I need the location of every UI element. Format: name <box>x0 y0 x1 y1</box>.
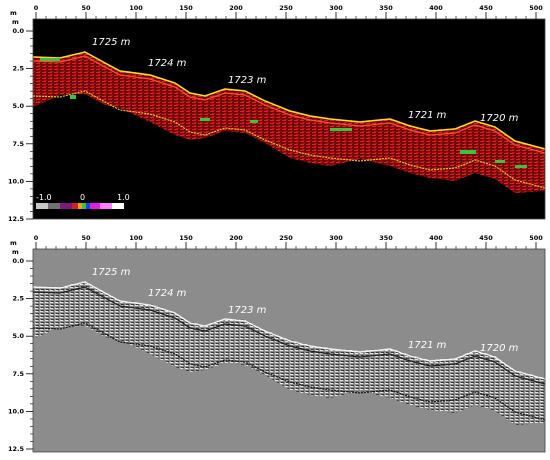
x-tick-label: 100 <box>129 234 143 242</box>
axes: mm 0 50 100 150 200 250 300 350 400 450 500 0.0 2.5 5.… <box>8 234 546 453</box>
y-unit-label: m <box>12 18 19 26</box>
y-tick-label: 0.0 <box>12 27 24 35</box>
x-unit-label: m <box>10 239 17 247</box>
radar-body <box>33 281 545 425</box>
y-tick-label: 7.5 <box>12 140 24 148</box>
elevation-label: 1721 m <box>408 340 447 351</box>
elevation-label: 1720 m <box>480 343 519 354</box>
radargram-grayscale-panel: 1725 m 1724 m 1723 m 1721 m 1720 m m m 0 50… <box>0 230 550 456</box>
colorbar-max-label: 1.0 <box>117 193 130 202</box>
colorbar-swatch <box>100 203 112 209</box>
x-tick-label: 350 <box>379 234 393 242</box>
colorbar-swatch <box>78 203 82 209</box>
x-tick-label: 0 <box>34 234 39 242</box>
x-tick-label: 400 <box>429 4 443 12</box>
green-speckle <box>40 58 60 61</box>
x-unit-label: m <box>10 9 17 17</box>
elevation-label: 1725 m <box>92 267 131 278</box>
elevation-label: 1720 m <box>480 113 519 124</box>
x-tick-label: 0 <box>34 4 39 12</box>
y-tick-label: 12.5 <box>8 215 25 223</box>
plot-frame <box>32 18 546 220</box>
elevation-label: 1724 m <box>148 288 187 299</box>
elevation-label: 1724 m <box>148 58 187 69</box>
surface-reflector <box>33 51 545 150</box>
radargram-color-panel: -1.0 0 1.0 1725 m 1724 m 1723 m 1721 m 1… <box>0 0 550 224</box>
green-speckle <box>495 160 505 163</box>
x-tick-label: 150 <box>179 4 193 12</box>
x-tick-label: 200 <box>229 234 243 242</box>
y-unit-label: m <box>12 248 19 256</box>
plot-frame <box>32 248 546 453</box>
surface-reflector-secondary <box>33 286 545 385</box>
reflection-band <box>33 51 545 193</box>
elevation-label: 1723 m <box>228 305 267 316</box>
y-tick-label: 10.0 <box>8 177 25 185</box>
y-tick-label: 5.0 <box>12 102 24 110</box>
radargram-grayscale-svg: 1725 m 1724 m 1723 m 1721 m 1720 m mm 0 50… <box>8 234 546 453</box>
y-tick-label: 12.5 <box>8 445 25 453</box>
green-speckle <box>70 95 76 99</box>
base-reflector <box>33 322 545 421</box>
x-tick-label: 100 <box>129 4 143 12</box>
y-tick-label: 2.5 <box>12 295 24 303</box>
x-tick-label: 250 <box>279 234 293 242</box>
y-tick-label: 7.5 <box>12 370 24 378</box>
x-tick-label: 400 <box>429 234 443 242</box>
surface-reflector-secondary <box>33 55 545 154</box>
axes: mm 0 50 100 150 200 250 300 350 400 450 500 0.0 2.5 5.… <box>8 4 546 223</box>
colorbar-swatch <box>60 203 72 209</box>
x-tick-label: 300 <box>329 4 343 12</box>
reflection-band <box>33 281 545 425</box>
green-speckles <box>40 58 527 168</box>
radar-body <box>33 51 545 193</box>
x-tick-label: 50 <box>81 4 91 12</box>
green-speckle <box>200 118 210 121</box>
green-speckle <box>460 150 476 154</box>
colorbar-swatch <box>36 203 48 209</box>
y-tick-label: 0.0 <box>12 257 24 265</box>
y-tick-label: 2.5 <box>12 65 24 73</box>
colorbar-swatch <box>48 203 60 209</box>
colorbar-swatch <box>82 203 86 209</box>
x-tick-label: 300 <box>329 234 343 242</box>
green-speckle <box>250 120 258 123</box>
x-tick-label: 500 <box>529 4 543 12</box>
colorbar: -1.0 0 1.0 <box>36 193 130 209</box>
elevation-label: 1723 m <box>228 75 267 86</box>
x-tick-label: 200 <box>229 4 243 12</box>
colorbar-mid-label: 0 <box>80 193 85 202</box>
radargram-color-svg: -1.0 0 1.0 1725 m 1724 m 1723 m 1721 m 1… <box>8 4 546 223</box>
colorbar-swatch <box>86 203 90 209</box>
green-speckle <box>330 128 352 131</box>
elevation-label: 1725 m <box>92 37 131 48</box>
green-speckle <box>515 165 527 168</box>
colorbar-swatch <box>72 203 78 209</box>
x-tick-label: 150 <box>179 234 193 242</box>
x-tick-label: 450 <box>479 4 493 12</box>
x-tick-label: 250 <box>279 4 293 12</box>
colorbar-swatch <box>112 203 124 209</box>
x-tick-label: 500 <box>529 234 543 242</box>
elevation-label: 1721 m <box>408 110 447 121</box>
y-tick-label: 10.0 <box>8 407 25 415</box>
base-reflector <box>33 90 545 189</box>
colorbar-swatch <box>90 203 100 209</box>
x-tick-label: 50 <box>81 234 91 242</box>
colorbar-min-label: -1.0 <box>36 193 52 202</box>
x-tick-label: 450 <box>479 234 493 242</box>
surface-reflector <box>33 281 545 380</box>
x-tick-label: 350 <box>379 4 393 12</box>
y-tick-label: 5.0 <box>12 332 24 340</box>
